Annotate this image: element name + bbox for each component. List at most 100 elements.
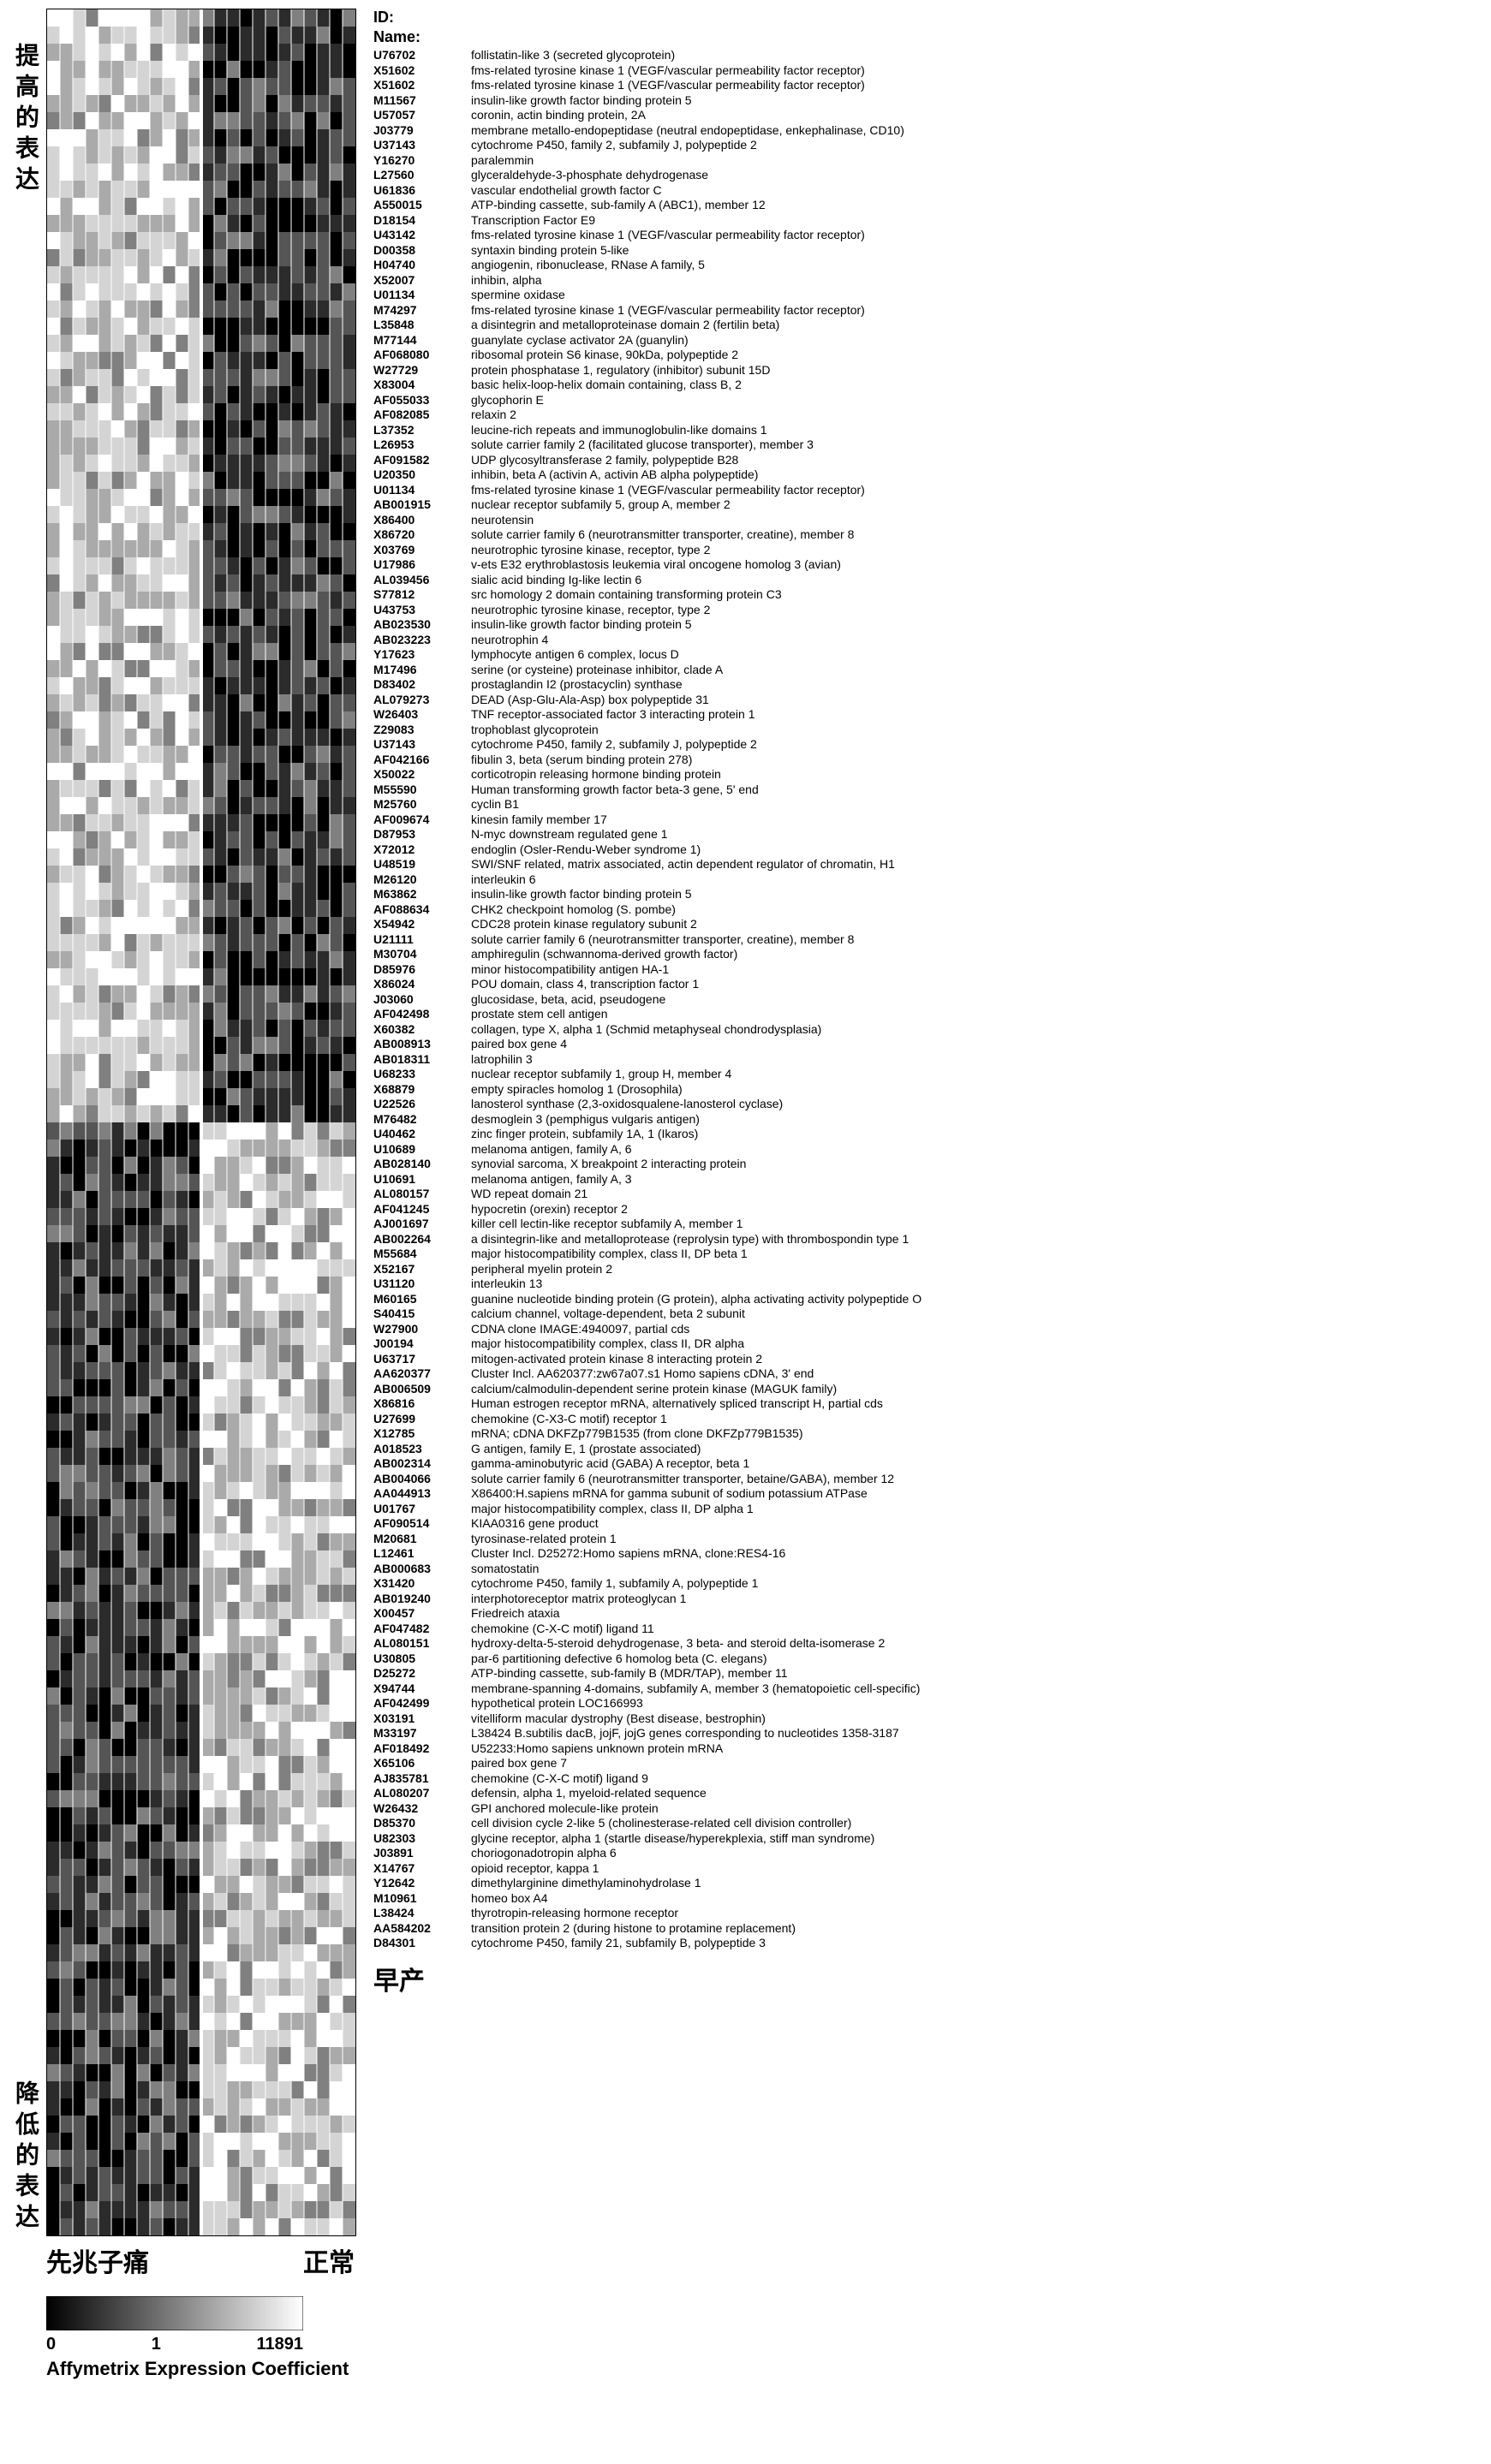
gene-name: calcium/calmodulin-dependent serine prot…	[471, 1382, 837, 1397]
gene-name: neurotrophic tyrosine kinase, receptor, …	[471, 543, 710, 558]
gene-id: X60382	[373, 1022, 459, 1038]
gene-name: somatostatin	[471, 1562, 539, 1577]
gene-row: AB004066solute carrier family 6 (neurotr…	[373, 1472, 921, 1487]
gene-name: inhibin, alpha	[471, 273, 542, 289]
gene-row: M55684major histocompatibility complex, …	[373, 1247, 921, 1262]
gene-row: U63717mitogen-activated protein kinase 8…	[373, 1352, 921, 1367]
gene-name: CHK2 checkpoint homolog (S. pombe)	[471, 902, 676, 918]
gene-row: Y12642 dimethylarginine dimethylaminohydr…	[373, 1876, 921, 1891]
gene-row: X52007inhibin, alpha	[373, 273, 921, 289]
gene-row: U22526lanosterol synthase (2,3-oxidosqua…	[373, 1097, 921, 1112]
gene-id: U57057	[373, 108, 459, 123]
gene-id: AB004066	[373, 1472, 459, 1487]
gene-row: M76482desmoglein 3 (pemphigus vulgaris a…	[373, 1112, 921, 1128]
gene-id: AA584202	[373, 1921, 459, 1937]
gene-name: ATP-binding cassette, sub-family A (ABC1…	[471, 198, 766, 213]
gene-name: guanylate cyclase activator 2A (guanylin…	[471, 333, 689, 348]
gene-row: M55590Human transforming growth factor b…	[373, 783, 921, 798]
gene-id: D85976	[373, 962, 459, 978]
gene-id: Y12642	[373, 1876, 459, 1891]
gene-id: Z29083	[373, 723, 459, 738]
gene-row: D00358syntaxin binding protein 5-like	[373, 243, 921, 259]
gene-row: X51602fms-related tyrosine kinase 1 (VEG…	[373, 78, 921, 93]
gene-name: fms-related tyrosine kinase 1 (VEGF/vasc…	[471, 78, 865, 93]
gene-row: AB028140synovial sarcoma, X breakpoint 2…	[373, 1157, 921, 1172]
gene-id: M77144	[373, 333, 459, 348]
gene-row: AL080151hydroxy-delta-5-steroid dehydrog…	[373, 1636, 921, 1652]
gene-name: minor histocompatibility antigen HA-1	[471, 962, 669, 978]
gene-name: CDC28 protein kinase regulatory subunit …	[471, 917, 697, 932]
gene-id: X86024	[373, 977, 459, 992]
gene-name: neurotrophin 4	[471, 633, 548, 648]
gene-name: major histocompatibility complex, class …	[471, 1336, 744, 1352]
gene-row: J03891choriogonadotropin alpha 6	[373, 1846, 921, 1861]
gene-row: W27900CDNA clone IMAGE:4940097, partial …	[373, 1322, 921, 1337]
gene-name: N-myc downstream regulated gene 1	[471, 827, 668, 842]
gene-row: AB019240interphotoreceptor matrix proteo…	[373, 1592, 921, 1607]
gene-id: L35848	[373, 318, 459, 333]
gene-id: AL080157	[373, 1187, 459, 1202]
gene-row: U43753neurotrophic tyrosine kinase, rece…	[373, 603, 921, 618]
gene-name: empty spiracles homolog 1 (Drosophila)	[471, 1082, 683, 1098]
gene-row: U57057coronin, actin binding protein, 2A	[373, 108, 921, 123]
gene-row: D85976 minor histocompatibility antigen H…	[373, 962, 921, 978]
gene-id: M74297	[373, 303, 459, 318]
gene-row: H04740 angiogenin, ribonuclease, RNase A …	[373, 258, 921, 273]
gene-row: AF018492U52233:Homo sapiens unknown prot…	[373, 1741, 921, 1757]
gene-row: U31120interleukin 13	[373, 1277, 921, 1292]
gene-row: X94744membrane-spanning 4-domains, subfa…	[373, 1681, 921, 1697]
gene-row: L26953solute carrier family 2 (facilitat…	[373, 437, 921, 453]
gene-name: opioid receptor, kappa 1	[471, 1861, 599, 1877]
label-downregulated: 降低的表达	[9, 2046, 43, 2235]
left-column: 提高的表达 降低的表达 先兆子痛 正常 0 1 11891 Affymetrix…	[9, 9, 356, 2380]
gene-name: fibulin 3, beta (serum binding protein 2…	[471, 753, 692, 768]
gene-id: M11567	[373, 93, 459, 109]
gene-row: M20681tyrosinase-related protein 1	[373, 1532, 921, 1547]
gene-name: a disintegrin and metalloproteinase doma…	[471, 318, 779, 333]
gene-id: U21111	[373, 932, 459, 948]
gene-id: AF082085	[373, 408, 459, 423]
right-column: ID: Name: U76702follistatin-like 3 (secr…	[373, 9, 921, 2380]
gene-id: X12785	[373, 1426, 459, 1442]
gene-name: defensin, alpha 1, myeloid-related seque…	[471, 1786, 707, 1801]
gene-name: protein phosphatase 1, regulatory (inhib…	[471, 363, 770, 378]
gene-id: X14767	[373, 1861, 459, 1877]
gene-name: interleukin 6	[471, 872, 536, 888]
colorbar-legend: 0 1 11891 Affymetrix Expression Coeffici…	[46, 2296, 349, 2380]
gene-id: H04740	[373, 258, 459, 273]
gene-id: AB000683	[373, 1562, 459, 1577]
gene-name: vascular endothelial growth factor C	[471, 183, 662, 199]
gene-name: angiogenin, ribonuclease, RNase A family…	[471, 258, 705, 273]
gene-id: M63862	[373, 887, 459, 902]
gene-name: lanosterol synthase (2,3-oxidosqualene-l…	[471, 1097, 783, 1112]
gene-row: AL080157WD repeat domain 21	[373, 1187, 921, 1202]
gene-id: X52167	[373, 1262, 459, 1277]
gene-id: AL080151	[373, 1636, 459, 1652]
gene-name: G antigen, family E, 1 (prostate associa…	[471, 1442, 701, 1457]
gene-row: M30704amphiregulin (schwannoma-derived g…	[373, 947, 921, 962]
gene-name: killer cell lectin-like receptor subfami…	[471, 1217, 743, 1232]
gene-row: X52167peripheral myelin protein 2	[373, 1262, 921, 1277]
gene-id: X00457	[373, 1606, 459, 1622]
gene-row: X03191vitelliform macular dystrophy (Bes…	[373, 1711, 921, 1727]
gene-name: gamma-aminobutyric acid (GABA) A recepto…	[471, 1456, 749, 1472]
gene-id: L37352	[373, 423, 459, 438]
gene-id: AF042498	[373, 1007, 459, 1022]
gene-id: L12461	[373, 1546, 459, 1562]
gene-name: dimethylarginine dimethylaminohydrolase …	[471, 1876, 701, 1891]
gene-name: chemokine (C-X-C motif) ligand 9	[471, 1771, 648, 1787]
label-upregulated: 提高的表达	[9, 9, 43, 197]
gene-row: AF088634CHK2 checkpoint homolog (S. pomb…	[373, 902, 921, 918]
gene-id: U01767	[373, 1502, 459, 1517]
gene-name: src homology 2 domain containing transfo…	[471, 587, 782, 603]
gene-row: U01134fms-related tyrosine kinase 1 (VEG…	[373, 483, 921, 498]
gene-name: solute carrier family 6 (neurotransmitte…	[471, 932, 854, 948]
gene-row: U01134spermine oxidase	[373, 288, 921, 303]
gene-row: AB023223neurotrophin 4	[373, 633, 921, 648]
gene-id: A550015	[373, 198, 459, 213]
xlabel-normal: 正常	[303, 2241, 355, 2279]
gene-id: AB006509	[373, 1382, 459, 1397]
gene-name: POU domain, class 4, transcription facto…	[471, 977, 699, 992]
gene-name: membrane metallo-endopeptidase (neutral …	[471, 123, 904, 139]
gene-name: paired box gene 7	[471, 1756, 567, 1771]
